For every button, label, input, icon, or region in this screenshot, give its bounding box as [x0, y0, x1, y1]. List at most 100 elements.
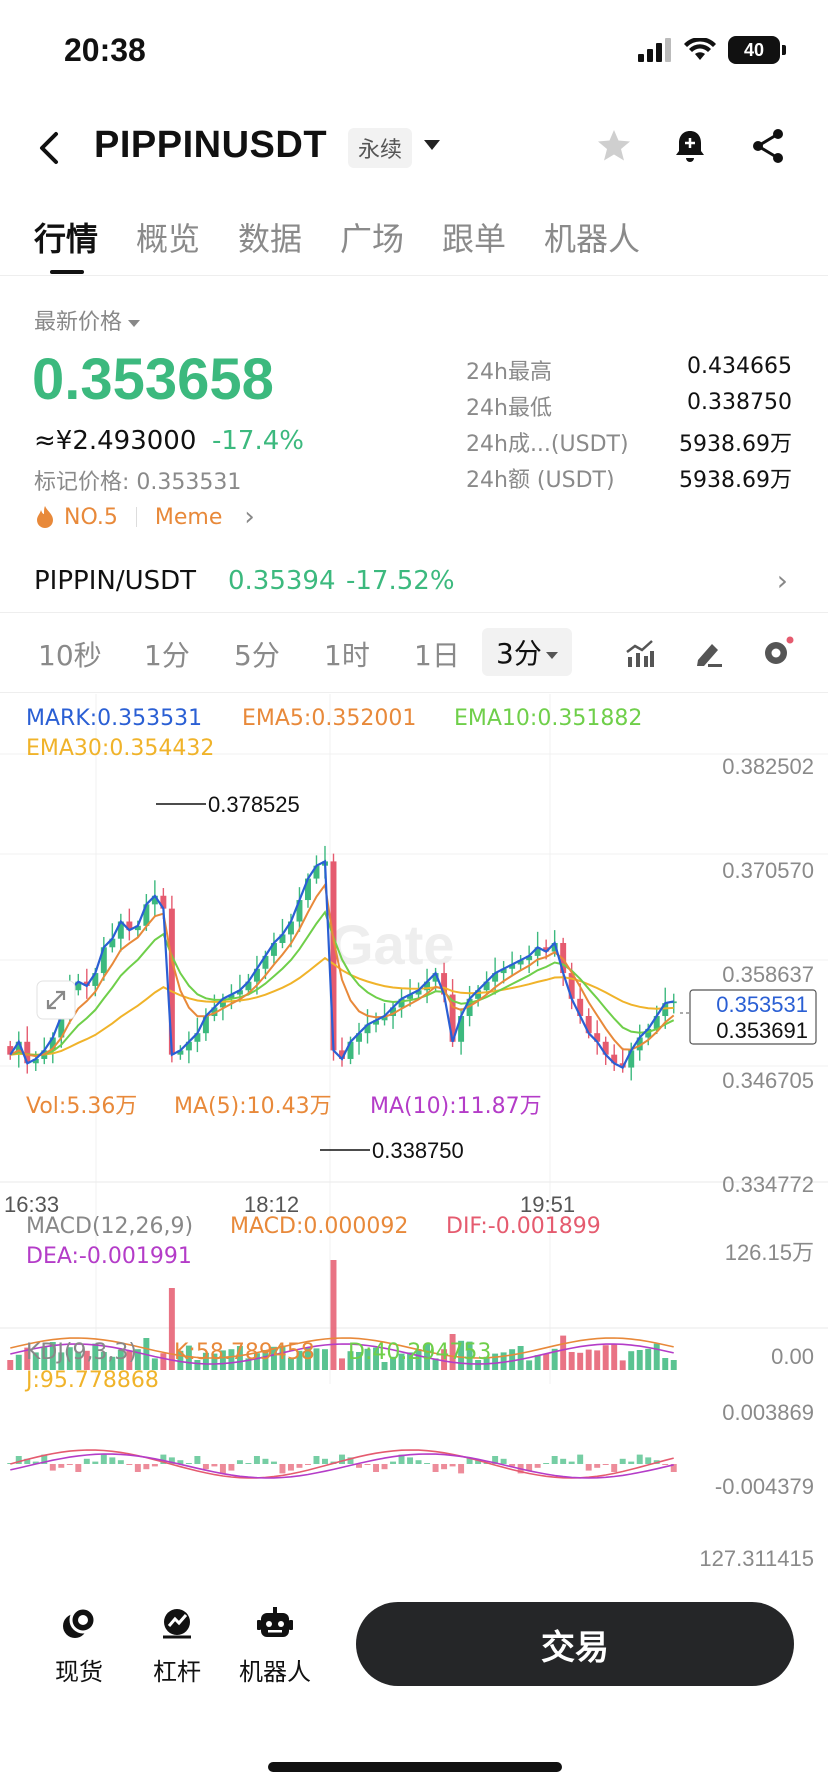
divider	[0, 612, 828, 613]
macd-bar	[219, 1464, 226, 1474]
header: PIPPINUSDT 永续	[0, 110, 828, 190]
macd-bar	[49, 1464, 56, 1471]
stat-label: 24h额 (USDT)	[466, 468, 615, 493]
candle-body	[628, 1050, 635, 1068]
dif-value: DIF:-0.001899	[446, 1214, 601, 1239]
price-axis-tick: 0.358637	[722, 962, 814, 987]
volume-bar	[449, 1334, 456, 1370]
candle-body	[287, 921, 294, 935]
settings-gear-icon[interactable]	[760, 636, 796, 668]
bot-nav[interactable]: 机器人	[230, 1604, 320, 1687]
interval-1h[interactable]: 1时	[324, 639, 370, 672]
interval-5m[interactable]: 5分	[234, 639, 280, 672]
candle-body	[432, 973, 439, 982]
star-icon[interactable]	[594, 126, 634, 166]
chart-area[interactable]: Gate 0.378525 0.338750 0.353531 0.353691 0.…	[0, 694, 828, 1584]
candle-body	[398, 998, 405, 1008]
vol-ma10-line	[10, 1343, 674, 1365]
candle-body	[509, 964, 516, 969]
macd-bar	[177, 1460, 184, 1464]
volume-bar	[526, 1360, 533, 1370]
bot-nav-label: 机器人	[239, 1658, 311, 1686]
macd-bar	[407, 1457, 414, 1464]
spot-pair: PIPPIN/USDT	[34, 566, 197, 596]
tab-bots[interactable]: 机器人	[544, 220, 641, 258]
volume-bar	[100, 1352, 107, 1370]
macd-bar	[245, 1463, 252, 1464]
macd-bar	[441, 1464, 448, 1470]
tab-square[interactable]: 广场	[340, 220, 405, 258]
contract-type-tag[interactable]: 永续	[348, 128, 413, 168]
macd-bar	[41, 1454, 48, 1464]
macd-bar	[594, 1464, 601, 1468]
volume-bar	[356, 1352, 362, 1370]
volume-bar	[585, 1349, 592, 1370]
volume-bar	[58, 1352, 65, 1370]
stat-label: 24h成...(USDT)	[466, 432, 629, 457]
interval-3m[interactable]: 3分	[482, 628, 572, 676]
macd-bar	[322, 1458, 328, 1464]
volume-axis-tick: 126.15万	[725, 1240, 814, 1265]
macd-bar	[458, 1464, 465, 1474]
macd-bar	[24, 1458, 31, 1464]
chart-type-icon[interactable]	[624, 638, 656, 668]
volume-bar	[270, 1346, 277, 1370]
interval-1d[interactable]: 1日	[414, 639, 460, 672]
macd-histogram	[7, 1449, 677, 1479]
tab-data[interactable]: 数据	[238, 220, 303, 258]
volume-bar	[287, 1358, 294, 1370]
draw-tool-icon[interactable]	[692, 638, 724, 668]
share-icon[interactable]	[748, 126, 788, 166]
pair-dropdown-icon[interactable]	[424, 140, 440, 150]
stat-row: 24h额 (USDT) 5938.69万	[466, 462, 792, 498]
volume-bar	[347, 1351, 354, 1370]
candle-body	[492, 973, 499, 982]
macd-bar	[109, 1457, 116, 1464]
bell-plus-icon[interactable]	[670, 126, 710, 166]
pair-title[interactable]: PIPPINUSDT	[94, 124, 328, 166]
price-type-selector[interactable]: 最新价格	[34, 304, 141, 336]
macd-bar	[236, 1460, 243, 1464]
back-arrow-icon[interactable]	[32, 128, 68, 168]
interval-1m[interactable]: 1分	[144, 639, 190, 672]
macd-bar	[645, 1457, 652, 1464]
candle-body	[568, 973, 575, 999]
macd-bar	[185, 1463, 192, 1464]
macd-bar	[424, 1463, 431, 1464]
kdj-title: KDJ(9,3,3)	[26, 1340, 137, 1365]
candle-body	[219, 998, 226, 1008]
interval-bar: 10秒 1分 5分 1时 1日 3分	[0, 620, 828, 688]
macd-bar	[662, 1464, 669, 1465]
interval-10s[interactable]: 10秒	[38, 639, 102, 672]
tab-market[interactable]: 行情	[34, 220, 99, 258]
vol-ma5-line	[10, 1337, 674, 1359]
high-marker-label: 0.378525	[208, 792, 300, 817]
tab-overview[interactable]: 概览	[136, 220, 201, 258]
rank-divider	[135, 507, 137, 527]
macd-bar	[66, 1464, 73, 1465]
candle-body	[330, 861, 337, 1051]
macd-bar	[143, 1464, 150, 1470]
macd-bar	[347, 1457, 354, 1464]
candle-body	[424, 981, 431, 991]
volume-bar	[296, 1350, 303, 1370]
fullscreen-expand-icon[interactable]	[36, 980, 76, 1020]
tab-copy-trade[interactable]: 跟单	[442, 220, 507, 258]
macd-bar	[296, 1464, 303, 1468]
spot-pair-row[interactable]: PIPPIN/USDT 0.35394 -17.52% ›	[0, 560, 828, 610]
macd-bar	[100, 1454, 107, 1464]
trade-button[interactable]: 交易	[356, 1602, 794, 1686]
volume-bar	[670, 1360, 677, 1370]
rank-row[interactable]: NO.5 Meme ›	[34, 502, 255, 532]
volume-bar	[594, 1350, 601, 1370]
volume-bar	[441, 1349, 448, 1370]
volume-bar	[373, 1347, 380, 1370]
candle-body	[194, 1033, 201, 1042]
margin-nav[interactable]: 杠杆	[132, 1604, 222, 1687]
macd-bar	[560, 1458, 567, 1464]
spot-nav[interactable]: 现货	[34, 1604, 124, 1687]
mark-line	[9, 859, 674, 1070]
candle-body	[415, 990, 422, 995]
